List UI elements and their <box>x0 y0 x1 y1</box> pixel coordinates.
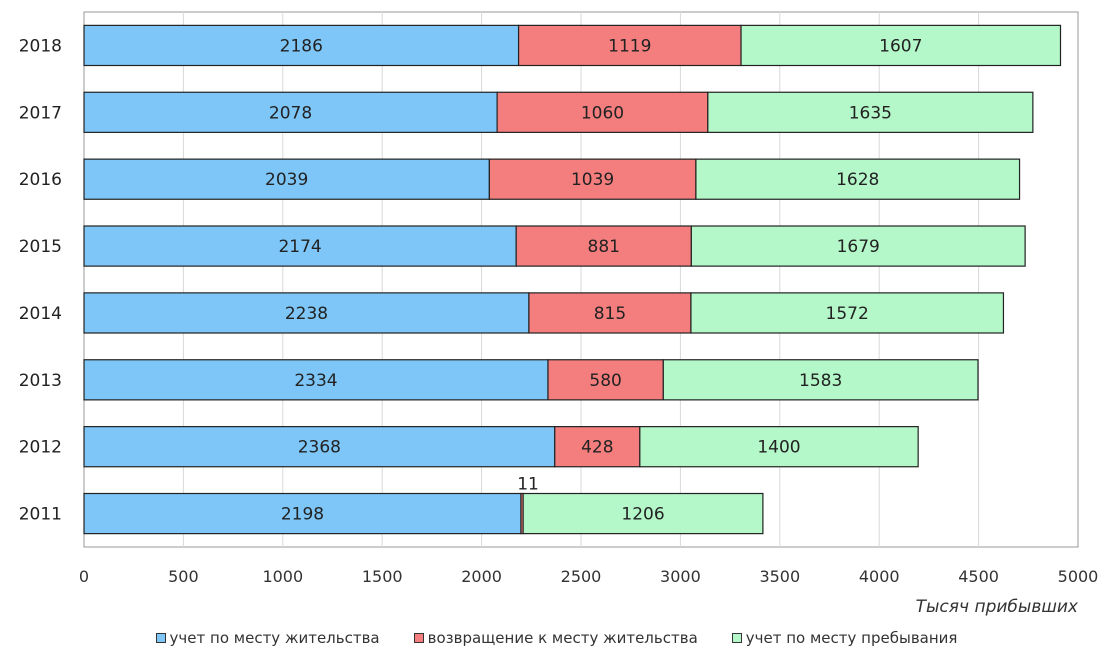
y-category-label: 2017 <box>19 103 62 123</box>
bar-data-label: 1572 <box>826 304 869 324</box>
x-axis-title: Тысяч прибывших <box>916 597 1079 617</box>
y-axis-labels: 2018 2017 2016 2015 2014 2013 2012 2011 <box>19 36 62 524</box>
legend-item: учет по месту пребывания <box>731 626 958 650</box>
x-tick-label: 0 <box>79 567 89 586</box>
bar-segment <box>488 158 697 200</box>
x-tick-label: 1500 <box>362 567 403 586</box>
y-category-label: 2015 <box>19 237 62 257</box>
x-tick-label: 2000 <box>461 567 502 586</box>
bar-segment <box>690 292 1005 334</box>
bar-segment <box>690 225 1026 267</box>
legend-swatch <box>155 633 166 643</box>
bar-data-label: 2186 <box>280 36 323 56</box>
bar-segment <box>83 24 520 67</box>
bar-data-label: 580 <box>589 371 621 391</box>
x-tick-label: 2500 <box>561 567 602 586</box>
bar-data-label: 11 <box>517 475 539 495</box>
bar-data-label: 1635 <box>849 103 892 123</box>
legend-swatch <box>731 633 742 643</box>
y-category-label: 2011 <box>19 505 62 525</box>
bar-data-label: 2368 <box>298 438 341 458</box>
bar-segment <box>522 492 764 535</box>
y-category-label: 2013 <box>19 371 62 391</box>
x-tick-label: 3000 <box>660 567 701 586</box>
bar-data-label: 881 <box>588 237 620 257</box>
bar-segment <box>83 158 490 200</box>
bar-data-label: 2174 <box>278 237 321 257</box>
bar-data-label: 2198 <box>281 505 324 525</box>
y-category-label: 2018 <box>19 36 62 56</box>
bars: 2186 1119 1607 2078 1060 1635 2039 1039 1628 2174… <box>83 24 1062 535</box>
bar-data-label: 1400 <box>757 438 800 458</box>
bar-segment <box>740 24 1062 67</box>
y-category-label: 2016 <box>19 170 62 190</box>
bar-segment <box>695 158 1021 200</box>
legend-item: учет по месту жительства <box>155 626 380 650</box>
bar-segment <box>707 91 1034 133</box>
legend-label: возвращение к месту жительства <box>427 629 698 647</box>
legend-item: возвращение к месту жительства <box>413 626 698 650</box>
bar-data-label: 1039 <box>571 170 614 190</box>
bar-data-label: 1206 <box>621 505 664 525</box>
bar-data-label: 1060 <box>581 103 624 123</box>
bar-data-label: 2238 <box>285 304 328 324</box>
bar-data-label: 2039 <box>265 170 308 190</box>
y-category-label: 2012 <box>19 438 62 458</box>
x-tick-label: 5000 <box>1058 567 1099 586</box>
bar-data-label: 1679 <box>837 237 880 257</box>
legend-swatch <box>413 633 424 643</box>
bar-segment <box>83 359 549 401</box>
bar-segment <box>83 492 522 535</box>
x-tick-label: 3500 <box>759 567 800 586</box>
chart-legend: учет по месту жительства возвращение к ме… <box>0 626 1113 650</box>
x-tick-label: 4500 <box>958 567 999 586</box>
bar-segment <box>83 225 517 267</box>
x-axis-ticks: 0 500 1000 1500 2000 2500 3000 3500 4000 4500 5000 <box>79 567 1098 586</box>
bar-data-label: 1607 <box>879 36 922 56</box>
legend-label: учет по месту жительства <box>169 629 380 647</box>
bar-segment <box>554 426 641 468</box>
x-tick-label: 1000 <box>262 567 303 586</box>
bar-data-label: 815 <box>594 304 626 324</box>
bar-data-label: 2334 <box>294 371 337 391</box>
bar-segment <box>83 292 530 334</box>
bar-data-label: 1119 <box>608 36 651 56</box>
x-tick-label: 4000 <box>859 567 900 586</box>
legend-label: учет по месту пребывания <box>745 629 958 647</box>
bar-data-label: 428 <box>581 438 613 458</box>
bar-data-label: 1583 <box>799 371 842 391</box>
bar-data-label: 1628 <box>836 170 879 190</box>
y-category-label: 2014 <box>19 304 62 324</box>
bar-data-label: 2078 <box>269 103 312 123</box>
bar-segment <box>639 426 919 468</box>
bar-segment <box>83 426 556 468</box>
x-tick-label: 500 <box>168 567 199 586</box>
bar-segment <box>547 359 664 401</box>
bar-segment <box>662 359 979 401</box>
